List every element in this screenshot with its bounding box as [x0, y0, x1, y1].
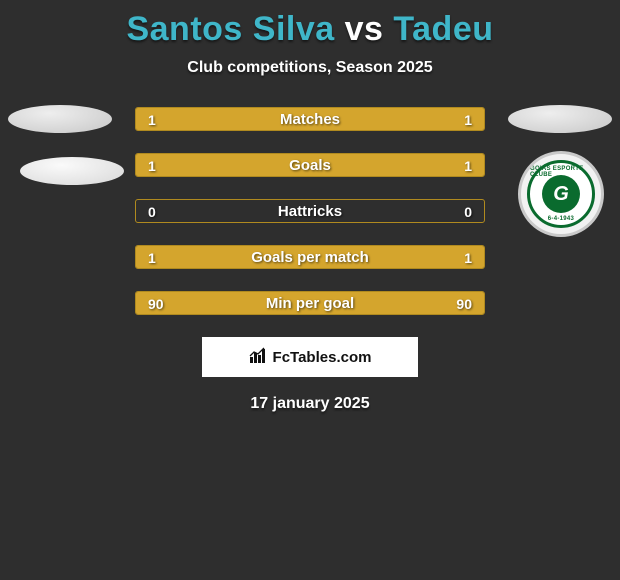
stat-row: Hattricks0 0 — [135, 199, 485, 223]
comparison-area: GOIÁS ESPORTE CLUBE G 6-4-1943 Matches11… — [0, 107, 620, 315]
footer-brand-text: FcTables.com — [273, 349, 372, 366]
subtitle: Club competitions, Season 2025 — [0, 59, 620, 77]
bar-fill-b — [310, 108, 484, 130]
badge-glyph: G — [553, 183, 569, 206]
team-badge-inner: GOIÁS ESPORTE CLUBE G 6-4-1943 — [527, 160, 595, 228]
stat-value-a: 0 — [148, 200, 156, 223]
player-a-indicator-1 — [8, 105, 112, 133]
bar-fill-a — [136, 292, 310, 314]
player-a-indicator-2 — [20, 157, 124, 185]
stat-row: Min per goal9090 — [135, 291, 485, 315]
bar-fill-a — [136, 154, 310, 176]
stat-row: Matches11 — [135, 107, 485, 131]
player-b-indicator-1 — [508, 105, 612, 133]
bar-fill-a — [136, 246, 310, 268]
bar-chart-icon — [249, 346, 267, 368]
badge-top-text: GOIÁS ESPORTE CLUBE — [530, 166, 592, 178]
bar-fill-b — [310, 246, 484, 268]
stat-row: Goals per match11 — [135, 245, 485, 269]
bar-fill-b — [310, 292, 484, 314]
badge-bottom-text: 6-4-1943 — [548, 216, 574, 222]
footer-brand-box: FcTables.com — [202, 337, 418, 377]
bar-fill-b — [310, 154, 484, 176]
player-b-name: Tadeu — [393, 10, 493, 48]
stat-value-b: 0 — [464, 200, 472, 223]
bar-fill-a — [136, 108, 310, 130]
badge-center: G — [542, 175, 580, 213]
stat-label: Hattricks — [136, 200, 484, 223]
vs-text: vs — [345, 10, 384, 48]
stat-row: Goals11 — [135, 153, 485, 177]
page-title: Santos Silva vs Tadeu — [0, 0, 620, 49]
date-text: 17 january 2025 — [0, 395, 620, 413]
team-badge: GOIÁS ESPORTE CLUBE G 6-4-1943 — [518, 151, 604, 237]
player-a-name: Santos Silva — [126, 10, 334, 48]
